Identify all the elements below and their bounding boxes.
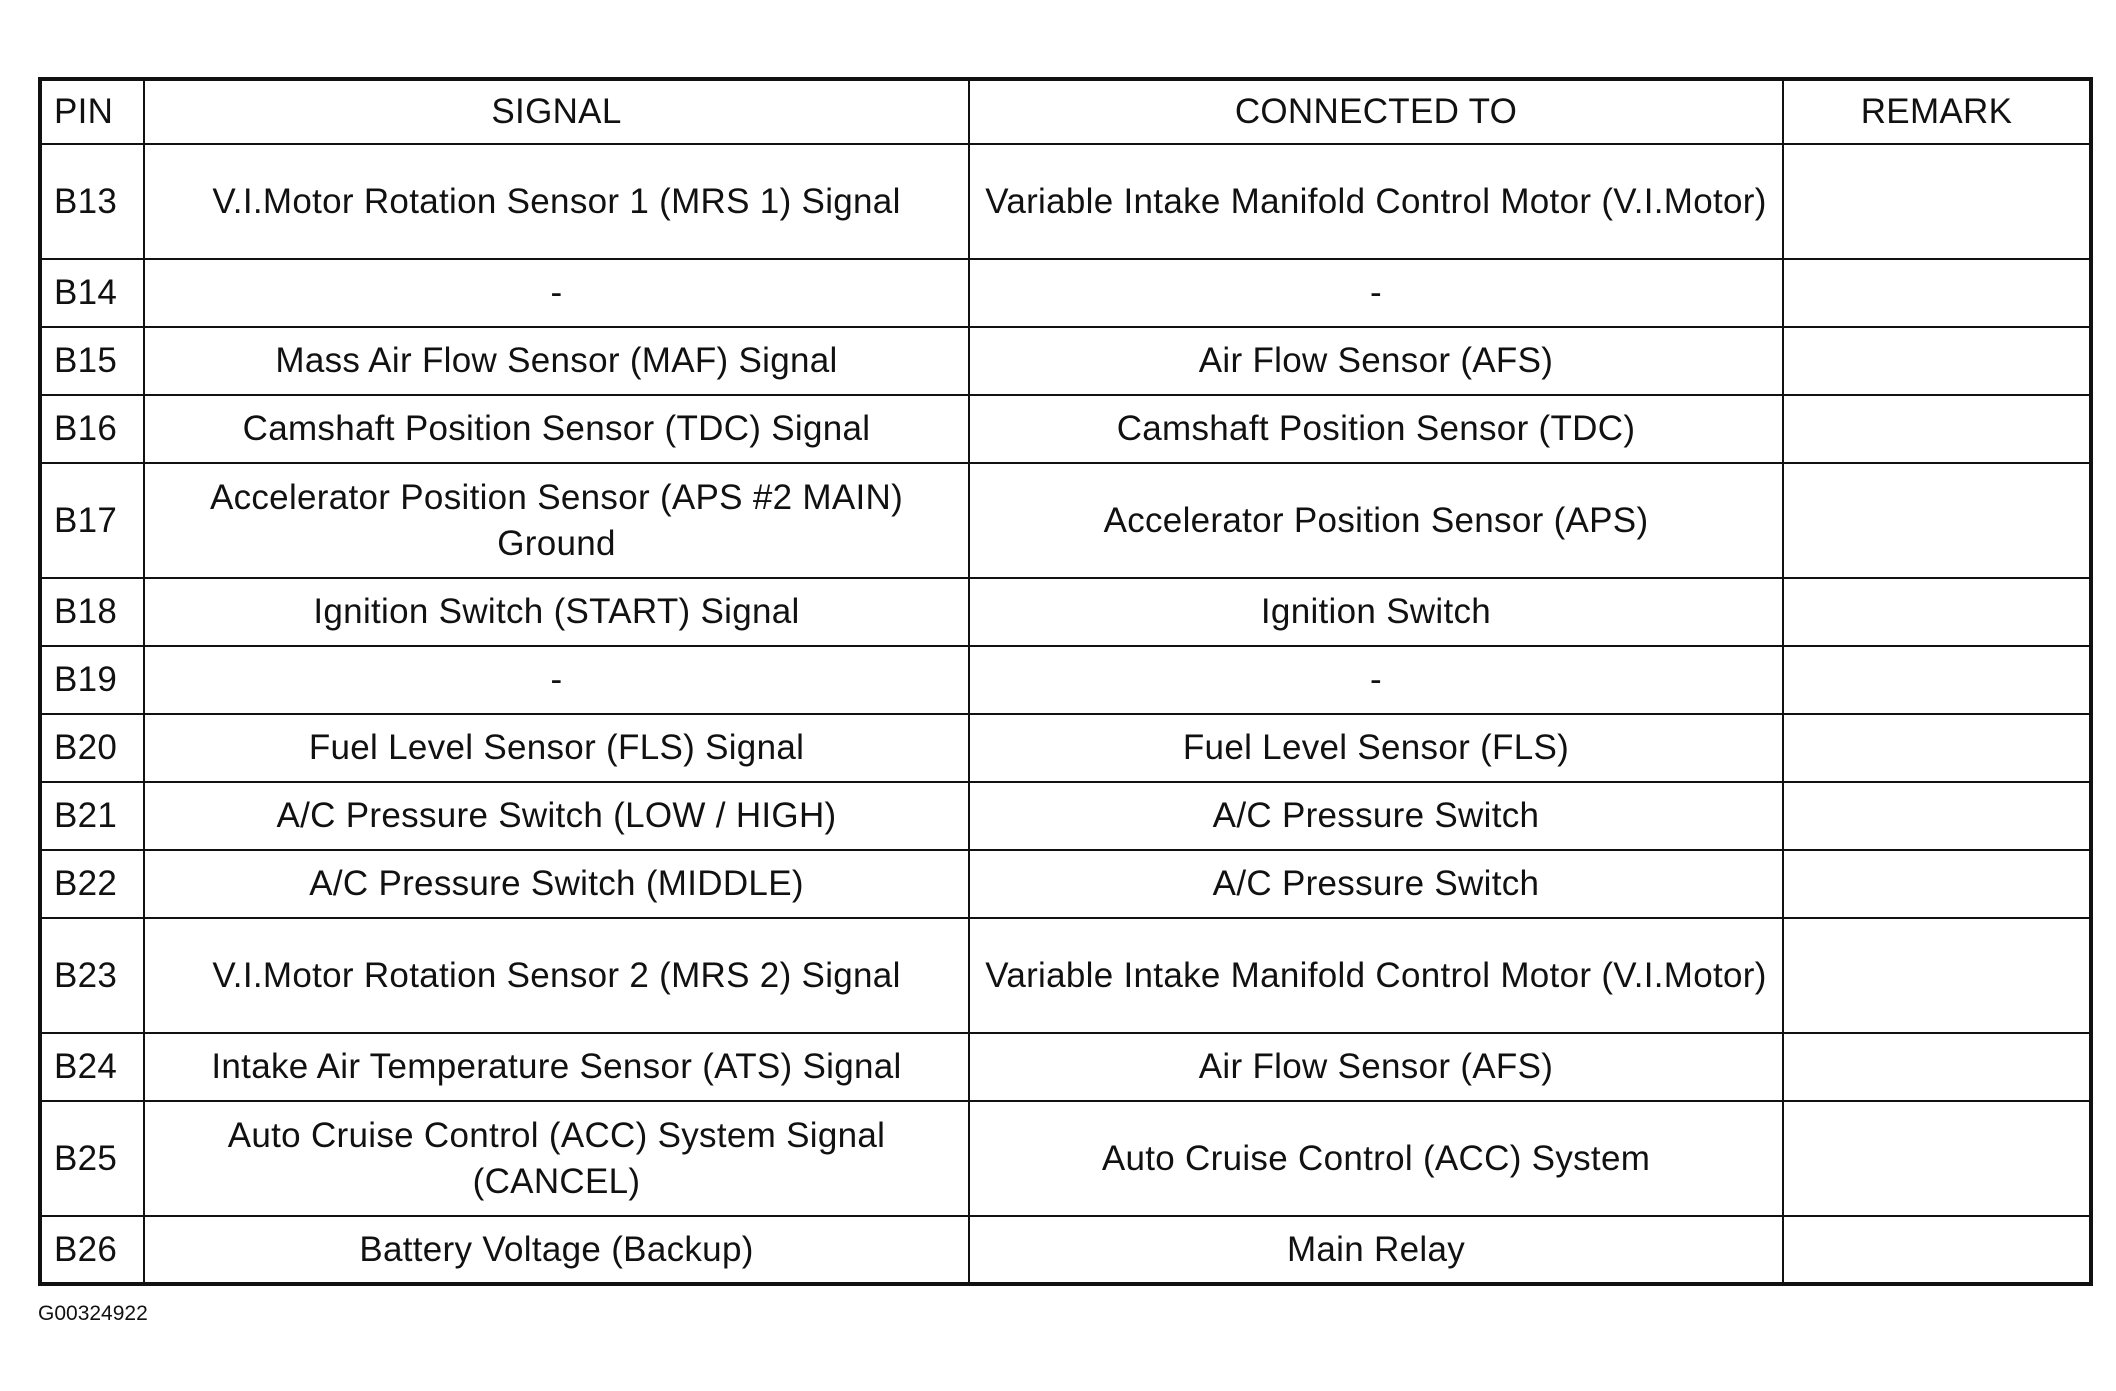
signal-cell: Mass Air Flow Sensor (MAF) Signal <box>143 326 970 396</box>
remark-cell <box>1782 394 2092 464</box>
table-row: B17 Accelerator Position Sensor (APS #2 M… <box>39 462 2092 579</box>
header-signal: SIGNAL <box>143 78 970 145</box>
connected-to-cell: Auto Cruise Control (ACC) System <box>968 1100 1784 1217</box>
signal-cell: V.I.Motor Rotation Sensor 2 (MRS 2) Sign… <box>143 917 970 1034</box>
connected-to-cell: Main Relay <box>968 1215 1784 1285</box>
pin-cell: B20 <box>39 713 145 783</box>
remark-cell <box>1782 462 2092 579</box>
remark-cell <box>1782 1215 2092 1285</box>
connected-to-cell: - <box>968 645 1784 715</box>
remark-cell <box>1782 1100 2092 1217</box>
signal-cell: Auto Cruise Control (ACC) System Signal … <box>143 1100 970 1217</box>
pin-cell: B22 <box>39 849 145 919</box>
connected-to-cell: A/C Pressure Switch <box>968 849 1784 919</box>
remark-cell <box>1782 781 2092 851</box>
signal-cell: - <box>143 258 970 328</box>
signal-cell: Intake Air Temperature Sensor (ATS) Sign… <box>143 1032 970 1102</box>
signal-cell: - <box>143 645 970 715</box>
pin-cell: B16 <box>39 394 145 464</box>
table-row: B16 Camshaft Position Sensor (TDC) Signal… <box>39 394 2092 464</box>
table-row: B24 Intake Air Temperature Sensor (ATS) S… <box>39 1032 2092 1102</box>
table-row: B19- - <box>39 645 2092 715</box>
connected-to-cell: Ignition Switch <box>968 577 1784 647</box>
pin-cell: B15 <box>39 326 145 396</box>
pin-table: PIN SIGNAL CONNECTED TO REMARK B13 V.I.Mo… <box>38 77 2093 1286</box>
table-row: B22 A/C Pressure Switch (MIDDLE) A/C Press… <box>39 849 2092 919</box>
pin-cell: B13 <box>39 143 145 260</box>
remark-cell <box>1782 326 2092 396</box>
signal-cell: A/C Pressure Switch (LOW / HIGH) <box>143 781 970 851</box>
pin-cell: B26 <box>39 1215 145 1285</box>
signal-cell: V.I.Motor Rotation Sensor 1 (MRS 1) Sign… <box>143 143 970 260</box>
connected-to-cell: Camshaft Position Sensor (TDC) <box>968 394 1784 464</box>
connected-to-cell: Air Flow Sensor (AFS) <box>968 326 1784 396</box>
table-row: B21 A/C Pressure Switch (LOW / HIGH) A/C P… <box>39 781 2092 851</box>
pin-cell: B17 <box>39 462 145 579</box>
pin-cell: B14 <box>39 258 145 328</box>
remark-cell <box>1782 1032 2092 1102</box>
table-row: B15 Mass Air Flow Sensor (MAF) Signal Air … <box>39 326 2092 396</box>
connected-to-cell: Air Flow Sensor (AFS) <box>968 1032 1784 1102</box>
connected-to-cell: Fuel Level Sensor (FLS) <box>968 713 1784 783</box>
pin-cell: B21 <box>39 781 145 851</box>
pin-cell: B25 <box>39 1100 145 1217</box>
signal-cell: Ignition Switch (START) Signal <box>143 577 970 647</box>
remark-cell <box>1782 577 2092 647</box>
connected-to-cell: Variable Intake Manifold Control Motor (… <box>968 143 1784 260</box>
header-connected-to: CONNECTED TO <box>968 78 1784 145</box>
remark-cell <box>1782 713 2092 783</box>
header-remark: REMARK <box>1782 78 2092 145</box>
header-pin: PIN <box>39 78 145 145</box>
remark-cell <box>1782 645 2092 715</box>
table-row: B18 Ignition Switch (START) Signal Ignitio… <box>39 577 2092 647</box>
connected-to-cell: - <box>968 258 1784 328</box>
table-row: B20 Fuel Level Sensor (FLS) Signal Fuel Le… <box>39 713 2092 783</box>
table-row: B25 Auto Cruise Control (ACC) System Sign… <box>39 1100 2092 1217</box>
signal-cell: Accelerator Position Sensor (APS #2 MAIN… <box>143 462 970 579</box>
figure-id: G00324922 <box>38 1302 148 1325</box>
pin-cell: B19 <box>39 645 145 715</box>
header-row: PIN SIGNAL CONNECTED TO REMARK <box>39 78 2092 145</box>
table-row: B23 V.I.Motor Rotation Sensor 2 (MRS 2) S… <box>39 917 2092 1034</box>
connected-to-cell: A/C Pressure Switch <box>968 781 1784 851</box>
table-row: B14- - <box>39 258 2092 328</box>
connected-to-cell: Variable Intake Manifold Control Motor (… <box>968 917 1784 1034</box>
pin-cell: B23 <box>39 917 145 1034</box>
table-row: B26 Battery Voltage (Backup) Main Relay <box>39 1215 2092 1285</box>
pin-cell: B24 <box>39 1032 145 1102</box>
signal-cell: A/C Pressure Switch (MIDDLE) <box>143 849 970 919</box>
connected-to-cell: Accelerator Position Sensor (APS) <box>968 462 1784 579</box>
remark-cell <box>1782 143 2092 260</box>
pin-cell: B18 <box>39 577 145 647</box>
remark-cell <box>1782 917 2092 1034</box>
signal-cell: Fuel Level Sensor (FLS) Signal <box>143 713 970 783</box>
remark-cell <box>1782 849 2092 919</box>
table-row: B13 V.I.Motor Rotation Sensor 1 (MRS 1) S… <box>39 143 2092 260</box>
remark-cell <box>1782 258 2092 328</box>
signal-cell: Camshaft Position Sensor (TDC) Signal <box>143 394 970 464</box>
signal-cell: Battery Voltage (Backup) <box>143 1215 970 1285</box>
